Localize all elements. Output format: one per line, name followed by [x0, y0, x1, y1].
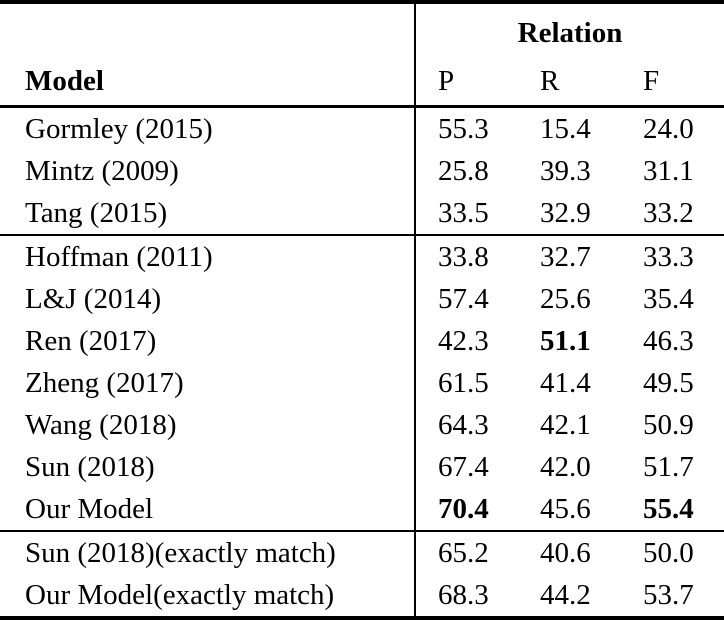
r-value: 45.6: [540, 492, 591, 525]
r-value: 32.9: [540, 196, 591, 229]
f-value: 35.4: [643, 282, 694, 315]
r-value: 41.4: [540, 366, 591, 399]
p-value: 55.3: [414, 106, 518, 150]
table-row: L&J (2014) 57.4 25.6 35.4: [0, 278, 724, 320]
f-value: 31.1: [643, 154, 694, 187]
p-value: 57.4: [414, 278, 518, 320]
model-name: Our Model: [25, 492, 154, 525]
table-row: Our Model 70.4 45.6 55.4: [0, 488, 724, 531]
table-row: Sun (2018) 67.4 42.0 51.7: [0, 446, 724, 488]
p-value: 64.3: [414, 404, 518, 446]
r-value: 51.1: [540, 324, 591, 357]
model-name: Mintz (2009): [25, 154, 179, 187]
table-row: Wang (2018) 64.3 42.1 50.9: [0, 404, 724, 446]
header-spacer: [0, 2, 415, 50]
model-name: Hoffman (2011): [25, 240, 213, 273]
model-name: Sun (2018)(exactly match): [25, 536, 336, 569]
table-row: Zheng (2017) 61.5 41.4 49.5: [0, 362, 724, 404]
p-value: 42.3: [414, 320, 518, 362]
p-value: 65.2: [414, 531, 518, 574]
model-name: Wang (2018): [25, 408, 177, 441]
model-name: Our Model(exactly match): [25, 578, 335, 611]
table-row: Ren (2017) 42.3 51.1 46.3: [0, 320, 724, 362]
p-value: 68.3: [414, 574, 518, 618]
model-name: Sun (2018): [25, 450, 155, 483]
model-name: Tang (2015): [25, 196, 168, 229]
r-value: 32.7: [540, 240, 591, 273]
f-value: 24.0: [643, 112, 694, 145]
r-value: 42.1: [540, 408, 591, 441]
p-value: 25.8: [414, 150, 518, 192]
f-value: 50.0: [643, 536, 694, 569]
model-column-header: Model: [25, 65, 104, 97]
p-value: 33.5: [414, 192, 518, 235]
f-value: 55.4: [643, 492, 694, 525]
r-value: 15.4: [540, 112, 591, 145]
model-name: Zheng (2017): [25, 366, 184, 399]
p-value: 61.5: [414, 362, 518, 404]
r-value: 44.2: [540, 578, 591, 611]
f-value: 53.7: [643, 578, 694, 611]
p-value: 67.4: [414, 446, 518, 488]
group-header-row: Relation: [0, 2, 724, 50]
f-value: 46.3: [643, 324, 694, 357]
table-row-group: Hoffman (2011) 33.8 32.7 33.3 L&J (2014) 57.4…: [0, 235, 724, 531]
precision-column-header: P: [414, 50, 518, 107]
model-name: Ren (2017): [25, 324, 157, 357]
f1-column-header: F: [643, 65, 660, 97]
f-value: 49.5: [643, 366, 694, 399]
f-value: 50.9: [643, 408, 694, 441]
model-name: L&J (2014): [25, 282, 162, 315]
table-row-group: Sun (2018)(exactly match) 65.2 40.6 50.0 Our…: [0, 531, 724, 618]
r-value: 25.6: [540, 282, 591, 315]
r-value: 42.0: [540, 450, 591, 483]
table-row-group: Gormley (2015) 55.3 15.4 24.0 Mintz (2009) 25…: [0, 106, 724, 235]
table-row: Tang (2015) 33.5 32.9 33.2: [0, 192, 724, 235]
table-row: Mintz (2009) 25.8 39.3 31.1: [0, 150, 724, 192]
relation-group-header: Relation: [413, 2, 724, 50]
f-value: 51.7: [643, 450, 694, 483]
recall-column-header: R: [540, 65, 560, 97]
r-value: 40.6: [540, 536, 591, 569]
column-header-row: Model P R F: [0, 50, 724, 107]
f-value: 33.3: [643, 240, 694, 273]
p-value: 33.8: [414, 235, 518, 278]
table-row: Our Model(exactly match) 68.3 44.2 53.7: [0, 574, 724, 618]
model-name: Gormley (2015): [25, 112, 213, 145]
r-value: 39.3: [540, 154, 591, 187]
table-row: Gormley (2015) 55.3 15.4 24.0: [0, 106, 724, 150]
table-row: Hoffman (2011) 33.8 32.7 33.3: [0, 235, 724, 278]
table-header: Relation Model P R F: [0, 2, 724, 107]
table-row: Sun (2018)(exactly match) 65.2 40.6 50.0: [0, 531, 724, 574]
f-value: 33.2: [643, 196, 694, 229]
p-value: 70.4: [414, 488, 518, 531]
